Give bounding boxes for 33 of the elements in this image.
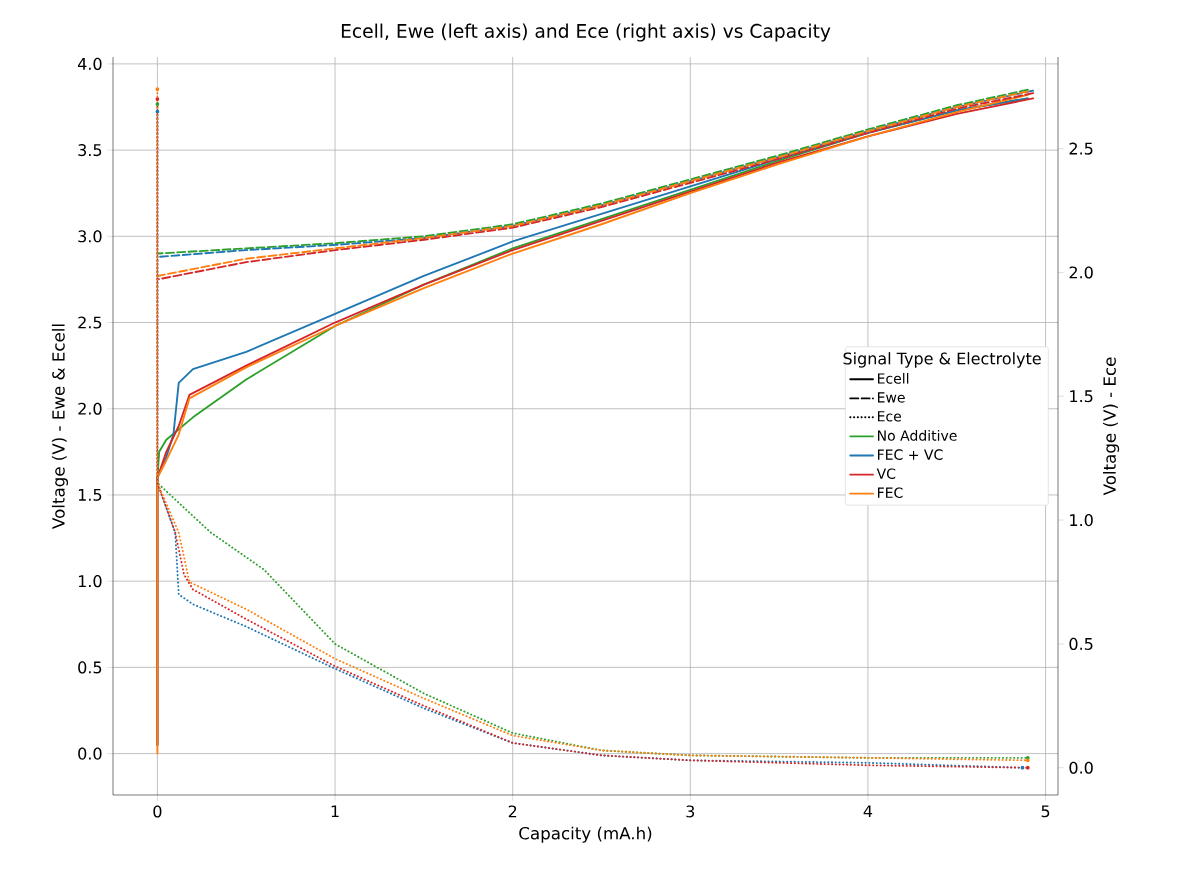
legend-label: VC bbox=[876, 468, 896, 479]
y2-tick-label: 0.5 bbox=[1069, 637, 1093, 650]
y-tick-label: 3.0 bbox=[78, 230, 102, 243]
x-tick-label: 2 bbox=[508, 805, 517, 818]
legend-label: FEC bbox=[878, 487, 903, 499]
y2-tick-label: 2.0 bbox=[1069, 266, 1093, 279]
legend-label: Ewe bbox=[878, 392, 905, 403]
legend-label: No Additive bbox=[878, 430, 957, 441]
x-tick-label: 4 bbox=[863, 805, 873, 818]
y-tick-label: 0.0 bbox=[78, 747, 102, 760]
y-tick-label: 2.5 bbox=[78, 316, 102, 329]
y2-tick-label: 0.0 bbox=[1069, 761, 1093, 774]
y2-tick-label: 2.5 bbox=[1069, 142, 1093, 155]
legend-title: Signal Type & Electrolyte bbox=[843, 352, 1041, 368]
y-tick-label: 0.5 bbox=[78, 661, 102, 674]
legend-label: Ece bbox=[878, 411, 902, 422]
x-tick-label: 3 bbox=[686, 805, 695, 818]
legend-label: Ecell bbox=[878, 372, 909, 384]
y-tick-label: 1.5 bbox=[78, 489, 102, 501]
y-axis-title: Voltage (V) - Ewe & Ecell bbox=[51, 324, 69, 529]
x-axis-title: Capacity (mA.h) bbox=[519, 826, 652, 843]
y-tick-label: 2.0 bbox=[78, 402, 102, 415]
y-tick-label: 3.5 bbox=[78, 144, 102, 157]
x-tick-label: 0 bbox=[153, 805, 162, 818]
x-tick-label: 5 bbox=[1041, 805, 1050, 818]
legend-label: FEC + VC bbox=[878, 449, 943, 460]
y-tick-label: 4.0 bbox=[77, 57, 102, 70]
y2-tick-label: 1.0 bbox=[1070, 514, 1093, 527]
chart-title: Ecell, Ewe (left axis) and Ece (right axis) vs Capacity bbox=[341, 23, 831, 42]
y2-tick-label: 1.5 bbox=[1070, 390, 1093, 403]
x-tick-label: 1 bbox=[331, 805, 339, 818]
y-tick-label: 1.0 bbox=[78, 575, 102, 588]
y2-axis-title: Voltage (V) - Ece bbox=[1102, 357, 1120, 496]
